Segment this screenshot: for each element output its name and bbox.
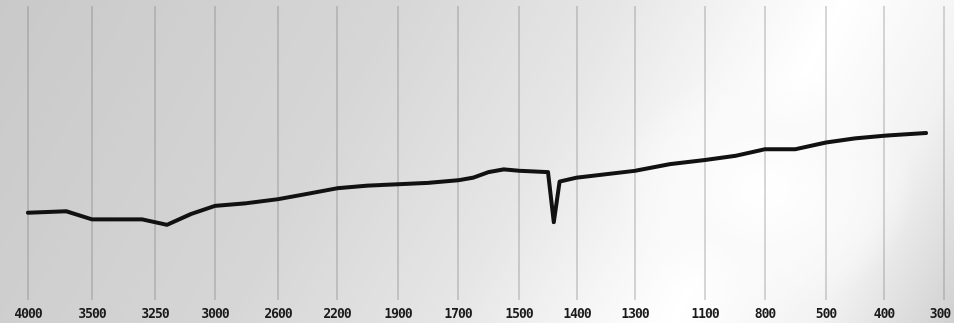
x-tick-label-4000: 4000 [14,307,42,322]
x-tick-label-1100: 1100 [691,307,719,322]
x-tick-label-1900: 1900 [384,307,412,322]
x-tick-label-2600: 2600 [264,307,292,322]
x-axis-tick-labels: 4000 3500 3250 3000 2600 2200 1900 1700 1500 1400… [14,307,952,322]
x-tick-label-3500: 3500 [78,307,106,322]
x-tick-label-500: 500 [816,307,838,322]
x-tick-label-2200: 2200 [323,307,351,322]
x-tick-label-1400: 1400 [563,307,591,322]
x-tick-label-800: 800 [755,307,777,322]
x-tick-label-3000: 3000 [201,307,229,322]
x-tick-label-1300: 1300 [621,307,649,322]
x-tick-label-1700: 1700 [444,307,472,322]
spectrum-trace [26,131,928,227]
grid-layer [27,6,945,300]
x-tick-label-300: 300 [930,307,952,322]
x-tick-label-3250: 3250 [141,307,169,322]
x-tick-label-1500: 1500 [505,307,533,322]
x-tick-label-400: 400 [874,307,896,322]
